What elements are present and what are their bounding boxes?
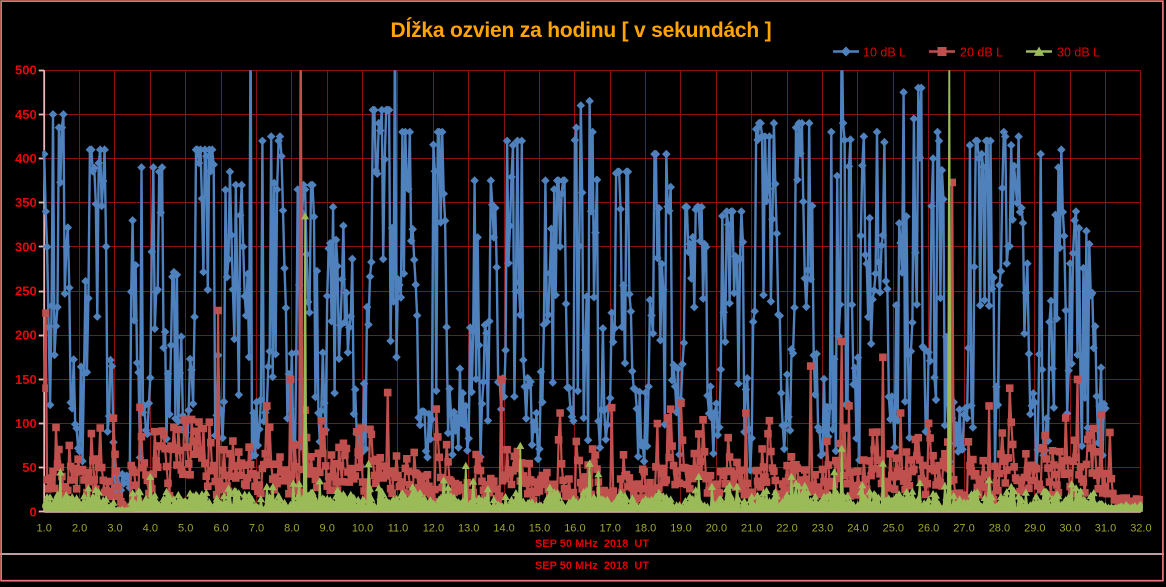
svg-text:29.0: 29.0 xyxy=(1024,523,1045,535)
svg-text:21.0: 21.0 xyxy=(741,523,762,535)
svg-text:14.0: 14.0 xyxy=(493,523,514,535)
svg-text:50: 50 xyxy=(22,460,36,475)
svg-text:450: 450 xyxy=(15,107,37,122)
svg-text:SEP 50 MHz 2018 UT: SEP 50 MHz 2018 UT xyxy=(535,560,649,572)
svg-text:8.0: 8.0 xyxy=(284,523,299,535)
svg-text:400: 400 xyxy=(15,151,37,166)
svg-text:28.0: 28.0 xyxy=(989,523,1010,535)
svg-text:Dĺžka ozvien za hodinu [ v sek: Dĺžka ozvien za hodinu [ v sekundách ] xyxy=(391,18,772,42)
svg-text:10.0: 10.0 xyxy=(352,523,373,535)
svg-text:10 dB L: 10 dB L xyxy=(863,46,906,60)
svg-text:300: 300 xyxy=(15,239,37,254)
svg-text:25.0: 25.0 xyxy=(883,523,904,535)
svg-text:1.0: 1.0 xyxy=(37,523,52,535)
svg-text:350: 350 xyxy=(15,195,37,210)
svg-text:27.0: 27.0 xyxy=(953,523,974,535)
svg-text:20.0: 20.0 xyxy=(706,523,727,535)
svg-text:5.0: 5.0 xyxy=(178,523,193,535)
svg-text:200: 200 xyxy=(15,328,37,343)
svg-text:250: 250 xyxy=(15,284,37,299)
svg-text:12.0: 12.0 xyxy=(423,523,444,535)
svg-text:22.0: 22.0 xyxy=(776,523,797,535)
svg-text:150: 150 xyxy=(15,372,37,387)
svg-text:7.0: 7.0 xyxy=(249,523,264,535)
svg-text:11.0: 11.0 xyxy=(388,523,409,535)
svg-text:23.0: 23.0 xyxy=(812,523,833,535)
svg-text:16.0: 16.0 xyxy=(564,523,585,535)
svg-text:SEP 50 MHz 2018 UT: SEP 50 MHz 2018 UT xyxy=(535,538,649,550)
svg-text:24.0: 24.0 xyxy=(847,523,868,535)
svg-text:31.0: 31.0 xyxy=(1095,523,1116,535)
svg-text:17.0: 17.0 xyxy=(599,523,620,535)
svg-text:9.0: 9.0 xyxy=(320,523,335,535)
svg-text:19.0: 19.0 xyxy=(670,523,691,535)
svg-text:15.0: 15.0 xyxy=(529,523,550,535)
svg-text:500: 500 xyxy=(15,63,37,78)
svg-text:0: 0 xyxy=(29,504,36,519)
svg-text:32.0: 32.0 xyxy=(1130,523,1151,535)
svg-text:3.0: 3.0 xyxy=(107,523,122,535)
svg-text:6.0: 6.0 xyxy=(213,523,228,535)
svg-text:30 dB L: 30 dB L xyxy=(1057,46,1100,60)
svg-text:26.0: 26.0 xyxy=(918,523,939,535)
svg-text:18.0: 18.0 xyxy=(635,523,656,535)
svg-text:20 dB L: 20 dB L xyxy=(960,46,1003,60)
svg-text:13.0: 13.0 xyxy=(458,523,479,535)
svg-text:100: 100 xyxy=(15,416,37,431)
svg-text:4.0: 4.0 xyxy=(143,523,158,535)
svg-text:30.0: 30.0 xyxy=(1059,523,1080,535)
svg-text:2.0: 2.0 xyxy=(72,523,87,535)
